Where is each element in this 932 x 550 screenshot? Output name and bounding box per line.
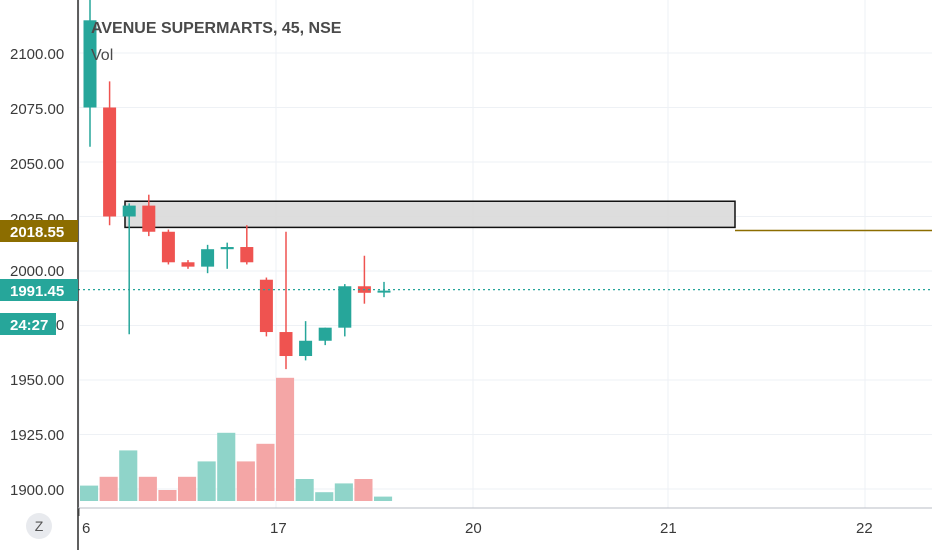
candle-body: [122, 205, 136, 217]
svg-text:1991.45: 1991.45: [10, 283, 64, 300]
candle-body: [318, 327, 332, 341]
countdown-tag: 24:27: [0, 313, 56, 335]
price-tick: 2000.00: [10, 263, 64, 280]
level-price-tag: 2018.55: [0, 220, 78, 242]
volume-bar: [99, 476, 118, 501]
price-tick: 2075.00: [10, 101, 64, 118]
price-lines: [78, 229, 932, 291]
rectangle-zone: [124, 200, 736, 229]
volume-bar: [334, 483, 353, 501]
time-tick: 20: [465, 520, 482, 537]
time-tick: 22: [856, 520, 873, 537]
time-tick: 17: [270, 520, 287, 537]
price-tick: 2100.00: [10, 46, 64, 63]
candle-body: [220, 247, 234, 250]
candle-body: [201, 249, 215, 267]
volume-bar: [374, 496, 393, 501]
volume-bar: [197, 461, 216, 501]
price-tick: 2050.00: [10, 156, 64, 173]
volume-bar: [354, 479, 373, 501]
volume-bar: [276, 377, 295, 501]
candle-body: [83, 20, 97, 108]
candle-body: [142, 205, 156, 232]
volume-bar: [119, 450, 138, 501]
time-tick: 6: [82, 520, 90, 537]
grid-lines: [78, 0, 932, 508]
volume-bar: [315, 492, 334, 501]
candle-body: [259, 279, 273, 333]
time-axis: 6 17 20 21 22: [78, 508, 873, 537]
volume-bar: [256, 443, 275, 501]
zoom-button[interactable]: Z: [26, 513, 52, 539]
price-tick: 1925.00: [10, 427, 64, 444]
candle-body: [181, 262, 195, 267]
last-price-tag: 1991.45: [0, 279, 78, 301]
volume-bar: [138, 476, 157, 501]
rectangle-zone-layer: [124, 200, 736, 229]
price-axis: 2100.00 2075.00 2050.00 2025.00 2000.00 …: [10, 46, 64, 499]
candle-body: [299, 340, 313, 357]
candle-body: [161, 231, 175, 263]
volume-bars: [80, 377, 393, 501]
time-tick: 21: [660, 520, 677, 537]
svg-text:24:27: 24:27: [10, 317, 48, 334]
candle-body: [377, 290, 391, 293]
price-tick: 1950.00: [10, 372, 64, 389]
candle-body: [338, 286, 352, 328]
volume-bar: [178, 476, 197, 501]
price-tick: 1900.00: [10, 482, 64, 499]
candlesticks: [83, 0, 391, 370]
volume-bar: [158, 490, 177, 501]
volume-bar: [217, 432, 236, 501]
volume-label: Vol: [91, 47, 113, 64]
volume-bar: [80, 485, 99, 501]
svg-text:2018.55: 2018.55: [10, 224, 64, 241]
candle-body: [240, 247, 254, 263]
volume-bar: [295, 479, 314, 501]
volume-bar: [236, 461, 255, 501]
candle-body: [103, 107, 117, 217]
chart-title: AVENUE SUPERMARTS, 45, NSE: [91, 20, 342, 37]
candle-body: [279, 332, 293, 357]
